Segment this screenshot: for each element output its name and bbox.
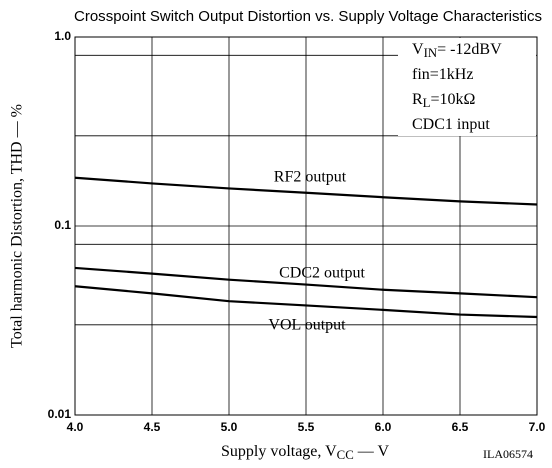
y-tick-label: 0.1 (54, 218, 71, 232)
annotation: CDC1 input (412, 116, 490, 133)
figure-id: ILA06574 (483, 447, 533, 461)
chart-title: Crosspoint Switch Output Distortion vs. … (74, 8, 542, 25)
annotation: RL=10kΩ (412, 91, 476, 110)
x-axis-label-rest: — V (354, 443, 390, 460)
x-tick-label: 4.5 (144, 420, 161, 434)
y-axis-label: Total harmonic Distortion, THD — % (9, 104, 26, 348)
annotation-rest: = -12dBV (437, 41, 502, 58)
annotation-main: fin=1kHz (412, 66, 473, 83)
series-line (74, 266, 538, 299)
x-tick-label: 4.0 (67, 420, 84, 434)
x-axis-label-sub: CC (337, 448, 354, 462)
annotation: fin=1kHz (412, 66, 473, 83)
series-label: RF2 output (274, 169, 347, 186)
series-label: CDC2 output (279, 265, 365, 282)
annotation-rest: =10kΩ (431, 91, 476, 108)
annotation: VIN= -12dBV (412, 41, 502, 60)
x-tick-label: 5.5 (298, 420, 315, 434)
x-axis-label-main: Supply voltage, V (221, 443, 337, 460)
annotation-main: CDC1 input (412, 116, 490, 133)
x-tick-label: 5.0 (221, 420, 238, 434)
x-axis-label: Supply voltage, VCC — V (221, 443, 389, 462)
x-tick-label: 7.0 (529, 420, 546, 434)
y-tick-label: 1.0 (54, 29, 71, 43)
series-label: VOL output (268, 317, 346, 334)
annotation-main: R (412, 91, 423, 108)
annotation-sub: L (423, 96, 431, 110)
annotation-main: V (412, 41, 424, 58)
x-tick-label: 6.0 (375, 420, 392, 434)
annotation-sub: IN (424, 46, 438, 60)
series-line (74, 285, 538, 319)
annotation-box (398, 38, 536, 136)
series-line (74, 176, 538, 206)
x-tick-label: 6.5 (452, 420, 469, 434)
y-tick-label: 0.01 (48, 407, 72, 421)
